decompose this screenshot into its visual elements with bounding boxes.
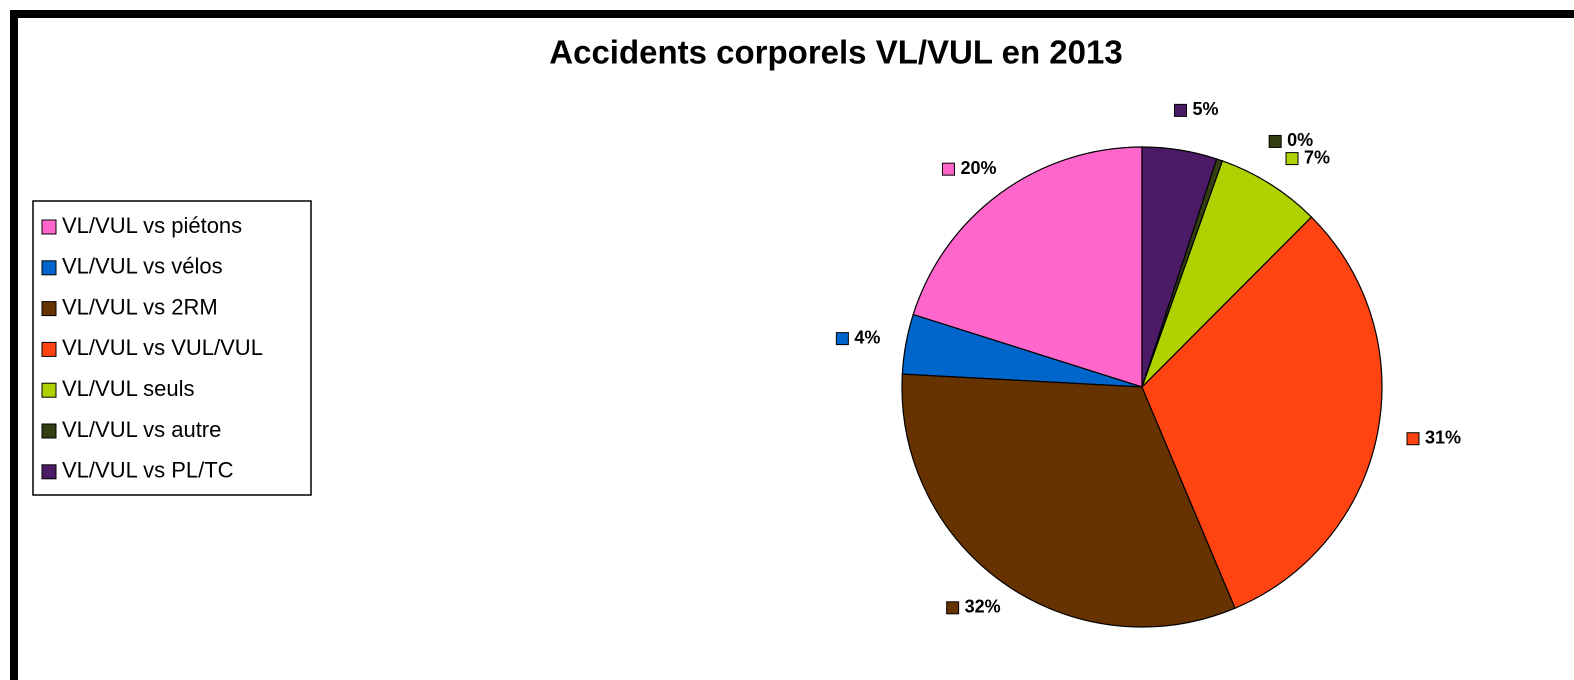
legend-key <box>41 423 57 439</box>
data-label: 20% <box>960 158 996 178</box>
legend-key <box>41 341 57 357</box>
data-label-key <box>1268 134 1282 148</box>
data-label: 31% <box>1425 427 1461 447</box>
data-label: 32% <box>965 597 1001 617</box>
legend-key <box>41 382 57 398</box>
data-label: 0% <box>1287 130 1313 150</box>
legend-key <box>41 464 57 480</box>
legend-label: VL/VUL seuls <box>62 376 194 401</box>
legend-label: VL/VUL vs vélos <box>62 254 223 279</box>
legend-key <box>41 260 57 276</box>
legend-label: VL/VUL vs 2RM <box>62 294 218 319</box>
data-label-key <box>946 601 960 615</box>
data-label: 7% <box>1304 147 1330 167</box>
data-label-key <box>1406 432 1420 446</box>
legend-box <box>32 200 312 496</box>
data-label-key <box>941 162 955 176</box>
data-label: 5% <box>1192 99 1218 119</box>
data-label-key <box>1173 103 1187 117</box>
data-label-key <box>835 332 849 346</box>
data-label: 4% <box>854 327 880 347</box>
legend-label: VL/VUL vs piétons <box>62 213 242 238</box>
pie-slice <box>1141 216 1383 610</box>
data-label-key <box>1285 152 1299 166</box>
pie-slice <box>912 146 1143 388</box>
pie-slice <box>1141 146 1218 388</box>
legend-label: VL/VUL vs autre <box>62 417 221 442</box>
legend-label: VL/VUL vs VUL/VUL <box>62 335 263 360</box>
chart-title: Accidents corporels VL/VUL en 2013 <box>549 34 1122 71</box>
legend-key <box>41 219 57 235</box>
legend-key <box>41 301 57 317</box>
pie-slice <box>901 373 1236 628</box>
pie-slice <box>1141 160 1313 388</box>
legend-label: VL/VUL vs PL/TC <box>62 458 234 483</box>
